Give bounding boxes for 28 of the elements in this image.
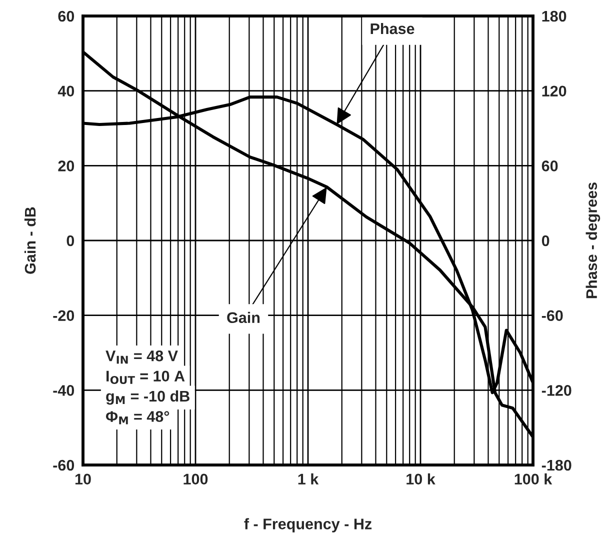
y2-tick-label: 0 [542,235,550,246]
annotation: Φ$_{M}$ = 48° [106,411,170,424]
x-tick-label: 1 k [298,473,319,484]
y2-tick-label: 60 [542,160,558,172]
annotation: Gain [227,312,260,324]
y-tick-label: 0 [66,235,74,246]
y2-tick-label: -60 [542,310,563,322]
y-tick-label: 60 [58,10,74,22]
annotation: Phase [370,22,414,34]
x-tick-label: 100 [184,474,208,485]
x-tick-label: 100 k [514,473,552,485]
x-tick-label: 10 [75,474,91,485]
x-tick-label: 10 k [406,473,436,485]
y-axis-title: Gain - dB [24,207,36,274]
y-tick-label: -20 [53,310,74,322]
x-axis-title: f - Frequency - Hz [244,518,372,532]
y2-tick-label: 120 [542,86,566,97]
y-tick-label: 40 [58,86,74,97]
annotation: I$_{OUT}$ = 10 A [106,370,185,384]
y2-tick-label: -120 [542,385,572,396]
y2-axis-title: Phase - degrees [586,182,600,298]
annotation: g$_{M}$ = -10 dB [106,390,190,405]
y2-tick-label: -180 [542,460,572,471]
y-tick-label: 20 [58,160,74,172]
y-tick-label: -40 [53,385,74,396]
annotation: V$_{IN}$ = 48 V [106,350,178,364]
y-tick-label: -60 [53,460,74,471]
y2-tick-label: 180 [542,10,566,22]
